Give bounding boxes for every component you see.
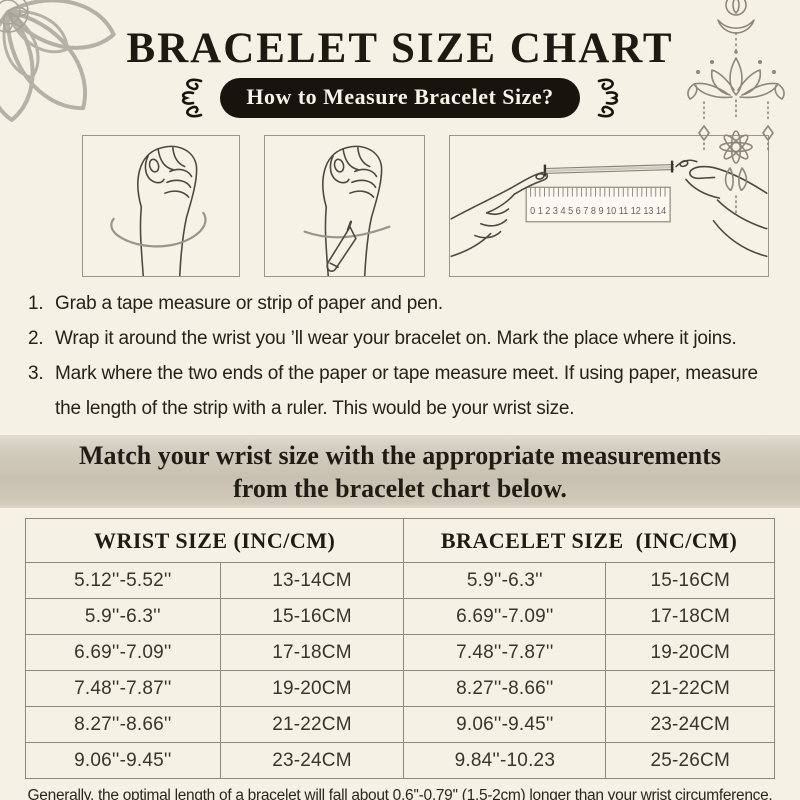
bracelet-cm: 19-20CM (605, 634, 775, 671)
table-row: 8.27''-8.66'' 21-22CM 9.06''-9.45'' 23-2… (25, 706, 775, 743)
table-row: 5.9''-6.3'' 15-16CM 6.69''-7.09'' 17-18C… (25, 598, 775, 635)
step-2: 2. Wrap it around the wrist you ’ll wear… (28, 321, 772, 356)
step-1-number: 1. (28, 293, 44, 314)
step-2-text: Wrap it around the wrist you ’ll wear yo… (55, 328, 737, 349)
squiggle-ornament-left-icon (182, 78, 203, 118)
bracelet-inches: 7.48''-7.87'' (403, 634, 607, 671)
bracelet-cm: 23-24CM (605, 706, 775, 743)
wrist-inches: 5.9''-6.3'' (25, 598, 221, 635)
step-3: 3. Mark where the two ends of the paper … (28, 356, 772, 426)
bracelet-cm: 17-18CM (605, 598, 775, 635)
wrist-size-header: WRIST SIZE (INC/CM) (24, 518, 405, 563)
how-to-measure-pill: How to Measure Bracelet Size? (220, 78, 580, 118)
wrist-inches: 7.48''-7.87'' (25, 670, 221, 707)
table-row: 7.48''-7.87'' 19-20CM 8.27''-8.66'' 21-2… (25, 670, 775, 707)
page-title: BRACELET SIZE CHART (126, 25, 674, 72)
wrist-cm: 17-18CM (219, 634, 405, 671)
bracelet-cm: 15-16CM (605, 562, 775, 599)
bracelet-cm: 25-26CM (605, 742, 775, 779)
table-header-row: WRIST SIZE (INC/CM) BRACELET SIZE (INC/C… (24, 518, 775, 563)
step-3-number: 3. (28, 363, 44, 384)
table-row: 6.69''-7.09'' 17-18CM 7.48''-7.87'' 19-2… (25, 634, 775, 671)
bracelet-inches: 6.69''-7.09'' (403, 598, 607, 635)
bracelet-cm: 21-22CM (605, 670, 775, 707)
wrist-cm: 19-20CM (219, 670, 405, 707)
table-row: 9.06''-9.45'' 23-24CM 9.84''-10.23 25-26… (25, 742, 775, 779)
table-row: 5.12''-5.52'' 13-14CM 5.9''-6.3'' 15-16C… (25, 562, 775, 599)
wrist-inches: 9.06''-9.45'' (25, 742, 221, 779)
measurement-steps: 1. Grab a tape measure or strip of paper… (28, 286, 772, 426)
bracelet-inches: 9.84''-10.23 (403, 742, 607, 779)
bracelet-size-header: BRACELET SIZE (INC/CM) (403, 518, 775, 563)
size-conversion-table: WRIST SIZE (INC/CM) BRACELET SIZE (INC/C… (24, 518, 775, 779)
step-1-text: Grab a tape measure or strip of paper an… (55, 293, 443, 314)
wrist-inches: 8.27''-8.66'' (25, 706, 221, 743)
wrist-cm: 15-16CM (219, 598, 405, 635)
banner-line-2: from the bracelet chart below. (233, 473, 567, 503)
illustration-mark-wrist-with-pen (264, 135, 425, 277)
wrist-inches: 5.12''-5.52'' (25, 562, 221, 599)
step-3-text: Mark where the two ends of the paper or … (55, 363, 758, 419)
bracelet-inches: 5.9''-6.3'' (403, 562, 607, 599)
bracelet-inches: 9.06''-9.45'' (403, 706, 607, 743)
illustration-measure-strip-with-ruler: 0 1 2 3 4 5 6 7 8 9 10 11 12 13 14 (449, 135, 769, 277)
squiggle-ornament-right-icon (597, 78, 618, 118)
ruler-numbers: 0 1 2 3 4 5 6 7 8 9 10 11 12 13 14 (530, 206, 667, 217)
hand-with-tape-drawing (110, 145, 207, 276)
footer-note: Generally, the optimal length of a brace… (27, 787, 773, 800)
step-1: 1. Grab a tape measure or strip of paper… (28, 286, 772, 321)
illustration-wrap-tape-around-wrist (82, 135, 240, 277)
wrist-inches: 6.69''-7.09'' (25, 634, 221, 671)
step-2-number: 2. (28, 328, 44, 349)
wrist-cm: 21-22CM (219, 706, 405, 743)
hands-with-ruler-drawing: 0 1 2 3 4 5 6 7 8 9 10 11 12 13 14 (450, 159, 768, 258)
banner-line-1: Match your wrist size with the appropria… (79, 440, 721, 470)
match-size-banner: Match your wrist size with the appropria… (0, 435, 800, 508)
instruction-illustrations: 0 1 2 3 4 5 6 7 8 9 10 11 12 13 14 (82, 135, 770, 277)
hand-with-pen-drawing (303, 145, 391, 276)
subtitle-row: How to Measure Bracelet Size? (0, 76, 800, 120)
wrist-cm: 23-24CM (219, 742, 405, 779)
wrist-cm: 13-14CM (219, 562, 405, 599)
bracelet-inches: 8.27''-8.66'' (403, 670, 607, 707)
